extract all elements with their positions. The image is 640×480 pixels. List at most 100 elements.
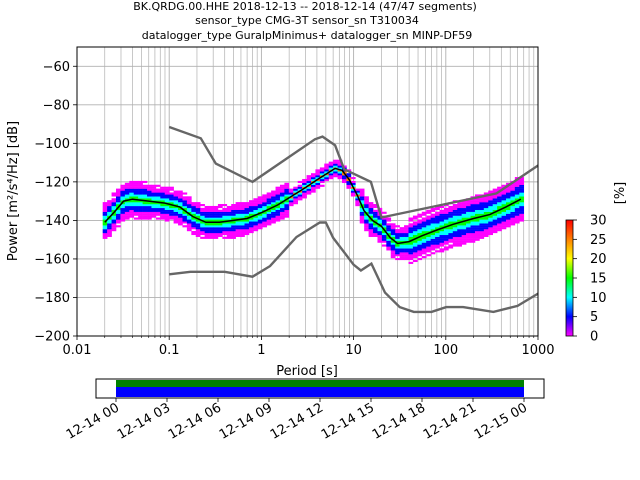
psd-cell [155, 194, 161, 197]
psd-cell [169, 207, 174, 211]
plot-area: 0.01 0.1 1 10 100 1000−60−80−100−120−140−160−… [34, 46, 555, 358]
psd-cell [124, 204, 130, 207]
psd-cell [102, 215, 108, 218]
psd-cell [107, 204, 112, 207]
psd-cell [359, 217, 365, 220]
x-axis-label: Period [s] [276, 364, 338, 379]
psd-cell [492, 196, 498, 199]
psd-cell [377, 219, 383, 222]
psd-cell [457, 236, 462, 239]
psd-cell [102, 234, 108, 237]
psd-cell [448, 240, 454, 243]
colorbar-tick-label: 10 [590, 291, 607, 306]
psd-cell [288, 194, 294, 197]
psd-cell [231, 230, 236, 234]
psd-cell [235, 204, 241, 207]
psd-cell [457, 215, 462, 218]
psd-cell [182, 221, 188, 224]
psd-cell [417, 250, 423, 253]
psd-cell [266, 194, 272, 197]
psd-cell [169, 192, 174, 195]
psd-cell [115, 196, 121, 199]
psd-cell [160, 186, 166, 189]
psd-cell [111, 225, 117, 228]
psd-cell [226, 225, 232, 228]
psd-cell [319, 173, 325, 176]
psd-cell [266, 217, 272, 220]
psd-cell [346, 175, 352, 178]
psd-cell [306, 188, 312, 191]
psd-cell [102, 219, 108, 222]
psd-cell [284, 190, 290, 193]
psd-cell [435, 215, 440, 218]
psd-cell [417, 219, 423, 222]
psd-cell [138, 182, 143, 185]
psd-cell [129, 188, 135, 191]
psd-cell [452, 204, 458, 207]
psd-cell [178, 223, 183, 226]
psd-cell [430, 240, 436, 243]
psd-cell [408, 252, 414, 255]
psd-cell [124, 202, 130, 205]
psd-cell [501, 213, 507, 216]
psd-cell [408, 229, 414, 232]
psd-cell [257, 200, 263, 203]
psd-cell [426, 250, 431, 253]
psd-cell [488, 190, 493, 193]
psd-cell [514, 211, 520, 214]
psd-cell [169, 200, 174, 203]
psd-cell [497, 202, 502, 205]
psd-cell [266, 209, 272, 212]
psd-cell [164, 198, 170, 201]
psd-cell [439, 205, 445, 209]
psd-cell [244, 209, 250, 212]
psd-cell [173, 215, 179, 218]
psd-cell [231, 213, 236, 216]
psd-cell [479, 219, 485, 222]
psd-cell [364, 198, 369, 201]
psd-cell [426, 230, 431, 234]
psd-cell [248, 229, 254, 232]
psd-cell [390, 230, 396, 234]
psd-cell [474, 219, 480, 222]
psd-cell [279, 207, 285, 211]
psd-cell [461, 230, 467, 234]
psd-cell [111, 200, 117, 203]
psd-cell [412, 217, 418, 220]
psd-cell [328, 167, 334, 170]
psd-cell [474, 221, 480, 224]
psd-cell [266, 202, 272, 205]
psd-cell [479, 234, 485, 237]
psd-cell [368, 221, 374, 224]
psd-cell [204, 232, 210, 236]
psd-cell [439, 230, 445, 234]
psd-cell [364, 200, 369, 203]
psd-cell [284, 215, 290, 218]
psd-cell [186, 207, 192, 211]
psd-cell [195, 223, 201, 226]
psd-cell [240, 234, 245, 237]
psd-cell [390, 250, 396, 253]
psd-cell [195, 204, 201, 207]
psd-cell [488, 200, 493, 203]
psd-cell [461, 232, 467, 236]
psd-cell [275, 190, 281, 193]
psd-cell [195, 227, 201, 230]
psd-cell [377, 232, 383, 236]
psd-cell [244, 202, 250, 205]
psd-cell [244, 207, 250, 211]
psd-cell [350, 190, 356, 193]
psd-cell [519, 177, 525, 180]
psd-cell [182, 225, 188, 228]
psd-cell [257, 209, 263, 212]
psd-cell [142, 198, 148, 201]
psd-cell [421, 213, 427, 216]
psd-cell [497, 188, 502, 191]
psd-cell [164, 213, 170, 216]
psd-cell [470, 219, 476, 222]
psd-cell [279, 217, 285, 220]
psd-cell [107, 225, 112, 228]
psd-cell [111, 223, 117, 226]
psd-cell [142, 194, 148, 197]
psd-cell [178, 200, 183, 203]
